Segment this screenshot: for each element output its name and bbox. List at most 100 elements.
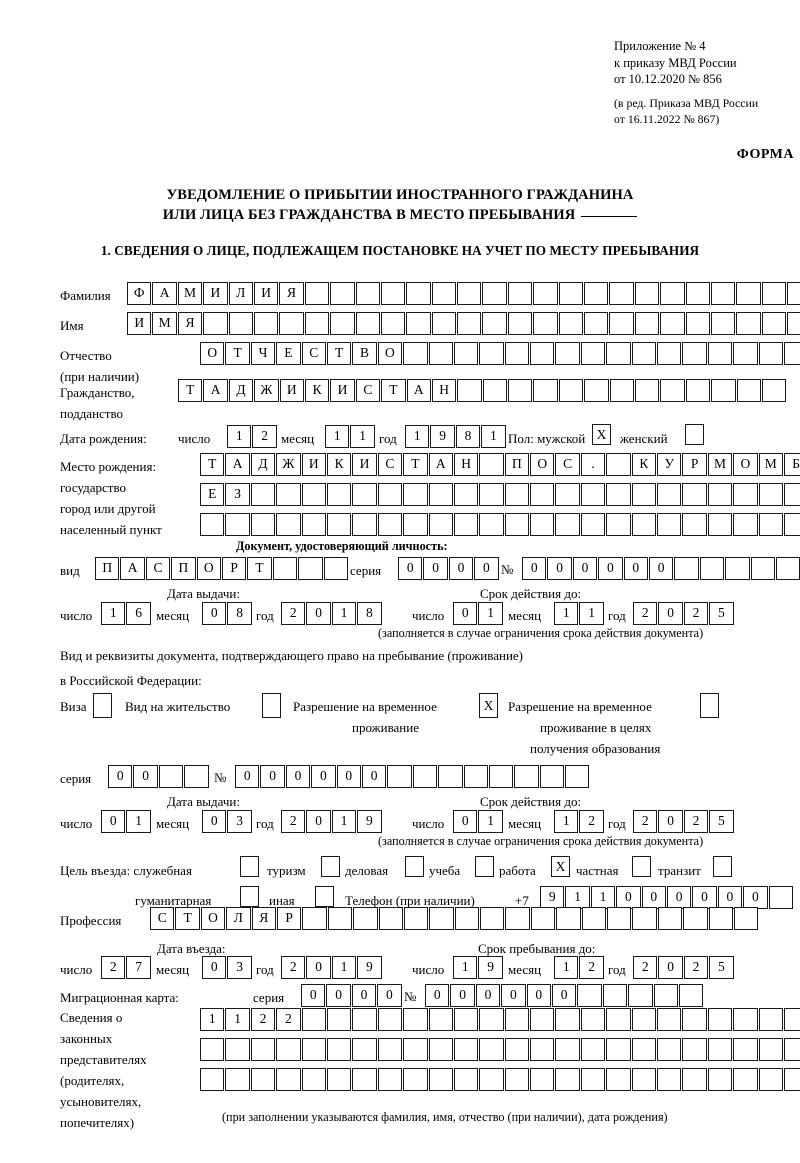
char-box[interactable]: 0 bbox=[743, 886, 768, 909]
char-box[interactable]: 2 bbox=[276, 1008, 301, 1031]
char-box[interactable]: А bbox=[120, 557, 145, 580]
char-box[interactable]: 0 bbox=[453, 602, 478, 625]
char-box[interactable] bbox=[634, 282, 660, 305]
char-box[interactable] bbox=[225, 1068, 250, 1091]
char-box[interactable] bbox=[606, 1008, 631, 1031]
char-box[interactable] bbox=[479, 1008, 504, 1031]
char-box[interactable] bbox=[453, 1068, 479, 1091]
char-box[interactable] bbox=[539, 765, 565, 788]
char-box[interactable] bbox=[657, 513, 682, 536]
char-box[interactable] bbox=[276, 513, 301, 536]
char-box[interactable] bbox=[609, 312, 634, 335]
char-box[interactable]: 2 bbox=[101, 956, 126, 979]
char-box[interactable] bbox=[758, 513, 783, 536]
char-box[interactable] bbox=[580, 1038, 606, 1061]
char-box[interactable]: П bbox=[504, 453, 530, 476]
char-box[interactable]: 1 bbox=[554, 602, 579, 625]
char-box[interactable]: 1 bbox=[225, 1008, 250, 1031]
char-box[interactable]: Л bbox=[228, 282, 253, 305]
char-box[interactable] bbox=[606, 453, 631, 476]
char-box[interactable] bbox=[736, 379, 761, 402]
char-box[interactable] bbox=[632, 907, 657, 930]
char-box[interactable] bbox=[428, 342, 453, 365]
char-box[interactable] bbox=[707, 513, 733, 536]
char-box[interactable]: 9 bbox=[357, 956, 382, 979]
char-box[interactable] bbox=[533, 312, 558, 335]
char-box[interactable]: Н bbox=[453, 453, 479, 476]
char-box[interactable] bbox=[775, 557, 800, 580]
char-box[interactable]: Б bbox=[783, 453, 800, 476]
char-box[interactable]: И bbox=[330, 379, 355, 402]
char-box[interactable] bbox=[479, 1068, 504, 1091]
char-box[interactable]: Т bbox=[200, 453, 225, 476]
char-box[interactable] bbox=[184, 765, 209, 788]
char-box[interactable] bbox=[406, 282, 431, 305]
char-box[interactable] bbox=[355, 282, 380, 305]
char-box[interactable] bbox=[304, 312, 330, 335]
char-box[interactable]: Л bbox=[226, 907, 251, 930]
char-box[interactable]: И bbox=[253, 282, 279, 305]
representatives-row-2-input[interactable] bbox=[200, 1038, 800, 1061]
char-box[interactable] bbox=[733, 513, 758, 536]
char-box[interactable] bbox=[380, 282, 406, 305]
char-box[interactable] bbox=[479, 1038, 504, 1061]
char-box[interactable]: 0 bbox=[285, 765, 311, 788]
char-box[interactable] bbox=[323, 557, 348, 580]
char-box[interactable]: 1 bbox=[554, 810, 579, 833]
char-box[interactable] bbox=[657, 1038, 682, 1061]
char-box[interactable] bbox=[200, 513, 225, 536]
char-box[interactable] bbox=[412, 765, 438, 788]
char-box[interactable]: 7 bbox=[126, 956, 151, 979]
char-box[interactable]: 9 bbox=[478, 956, 503, 979]
char-box[interactable] bbox=[327, 907, 353, 930]
char-box[interactable]: А bbox=[152, 282, 177, 305]
char-box[interactable] bbox=[326, 513, 352, 536]
char-box[interactable] bbox=[657, 1008, 682, 1031]
char-box[interactable] bbox=[761, 379, 787, 402]
char-box[interactable] bbox=[352, 513, 377, 536]
char-box[interactable]: 1 bbox=[126, 810, 151, 833]
char-box[interactable] bbox=[685, 282, 710, 305]
char-box[interactable] bbox=[699, 557, 725, 580]
char-box[interactable]: 0 bbox=[423, 557, 448, 580]
char-box[interactable]: 1 bbox=[405, 425, 430, 448]
char-box[interactable] bbox=[453, 513, 479, 536]
char-box[interactable] bbox=[631, 1038, 657, 1061]
char-box[interactable] bbox=[158, 765, 184, 788]
char-box[interactable]: 2 bbox=[250, 1008, 276, 1031]
char-box[interactable] bbox=[558, 379, 584, 402]
char-box[interactable] bbox=[682, 342, 707, 365]
char-box[interactable] bbox=[555, 1008, 580, 1031]
char-box[interactable]: . bbox=[580, 453, 606, 476]
char-box[interactable] bbox=[783, 1068, 800, 1091]
char-box[interactable] bbox=[631, 1068, 657, 1091]
char-box[interactable]: Ч bbox=[250, 342, 276, 365]
char-box[interactable] bbox=[584, 379, 609, 402]
char-box[interactable]: К bbox=[631, 453, 657, 476]
char-box[interactable]: Т bbox=[225, 342, 250, 365]
char-box[interactable]: А bbox=[225, 453, 250, 476]
char-box[interactable] bbox=[707, 483, 733, 506]
char-box[interactable] bbox=[758, 1008, 783, 1031]
char-box[interactable]: 0 bbox=[377, 984, 402, 1007]
char-box[interactable]: 1 bbox=[331, 956, 357, 979]
char-box[interactable] bbox=[606, 483, 631, 506]
char-box[interactable] bbox=[685, 379, 711, 402]
char-box[interactable] bbox=[607, 907, 632, 930]
char-box[interactable]: К bbox=[326, 453, 352, 476]
char-box[interactable] bbox=[276, 483, 301, 506]
char-box[interactable] bbox=[377, 513, 403, 536]
char-box[interactable] bbox=[301, 1038, 326, 1061]
char-box[interactable] bbox=[606, 513, 631, 536]
